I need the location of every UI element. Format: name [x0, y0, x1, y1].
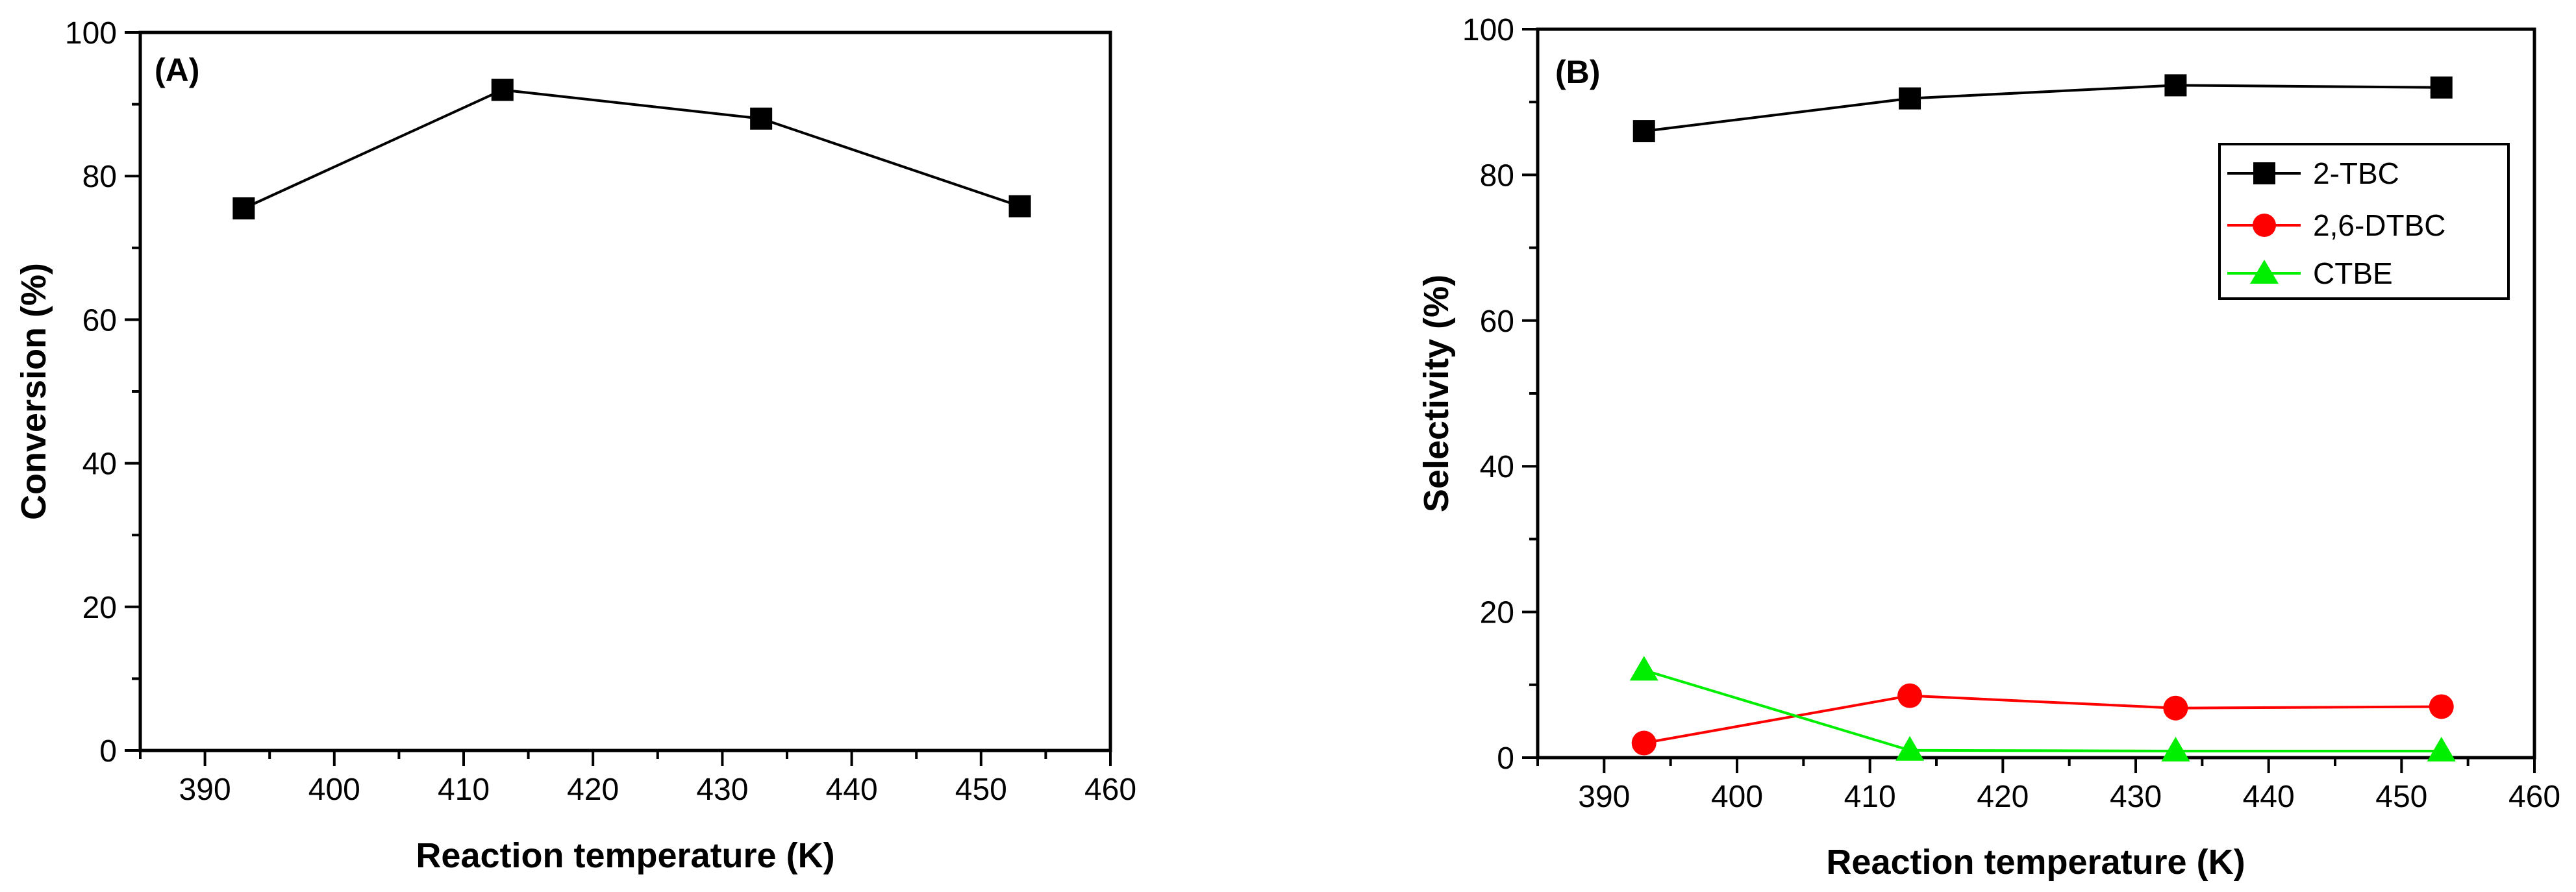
panel-b-y-axis-title: Selectivity (%): [1417, 275, 1456, 512]
data-point-2-tbc: [1899, 87, 1921, 110]
panel-b-x-tick-label: 430: [2110, 780, 2162, 814]
data-point-2-tbc: [1632, 120, 1655, 143]
panel-b-y-tick-label: 100: [1462, 13, 1514, 47]
panel-b-y-tick-label: 80: [1480, 158, 1514, 193]
legend-marker-ctbe: [2250, 260, 2279, 284]
data-point-2-6-dtbc: [2429, 694, 2454, 719]
data-point-ctbe: [2427, 736, 2456, 762]
panel-a-label: (A): [155, 52, 199, 88]
data-point-conversion: [491, 79, 514, 101]
legend-label-2-6-dtbc: 2,6-DTBC: [2313, 208, 2445, 242]
legend-marker-2-6-dtbc: [2253, 214, 2276, 237]
panel-b-x-tick-label: 400: [1711, 780, 1763, 814]
panel-b-x-axis-title: Reaction temperature (K): [1826, 843, 2245, 882]
panel-a-x-tick-label: 430: [696, 773, 748, 807]
data-point-conversion: [232, 197, 255, 219]
series-line-ctbe: [1644, 669, 2442, 752]
panel-a-x-tick-label: 460: [1084, 773, 1136, 807]
panel-a-x-tick-label: 450: [955, 773, 1007, 807]
data-point-2-6-dtbc: [1631, 730, 1657, 756]
data-point-2-tbc: [2430, 76, 2453, 99]
panel-b-x-tick-label: 420: [1977, 780, 2029, 814]
panel-a-plot-frame: [138, 31, 1112, 752]
panel-b-ticks: 390 400 410 420 430 440 450 460 0 20 40 60 80 100: [1462, 13, 2560, 814]
panel-b-x-tick-label: 460: [2508, 780, 2560, 814]
panel-a-lines: [243, 88, 1021, 210]
panel-a-x-tick-label: 420: [567, 773, 619, 807]
panel-a-x-axis-title: Reaction temperature (K): [416, 836, 834, 875]
panel-b: 390 400 410 420 430 440 450 460 0 20 40 60 80 100 (B)…: [1417, 13, 2560, 882]
data-point-conversion: [1008, 195, 1031, 217]
legend-marker-2-tbc: [2253, 162, 2275, 184]
panel-a-markers: [232, 79, 1031, 219]
panel-b-plot-frame: [1536, 27, 2536, 760]
panel-a-x-tick-label: 410: [438, 773, 490, 807]
series-line-2-tbc: [1644, 84, 2442, 133]
panel-a-y-tick-label: 20: [82, 591, 117, 625]
panel-b-x-tick-label: 440: [2243, 780, 2295, 814]
legend-label-ctbe: CTBE: [2313, 256, 2393, 290]
panel-a-y-tick-label: 80: [82, 160, 117, 194]
panel-a-y-tick-label: 40: [82, 447, 117, 482]
panel-b-label: (B): [1555, 54, 1600, 90]
panel-b-markers: [1629, 74, 2456, 762]
data-point-ctbe: [2161, 736, 2190, 762]
panel-b-legend: 2-TBC 2,6-DTBC CTBE: [2218, 143, 2510, 300]
panel-b-y-tick-label: 20: [1480, 596, 1514, 630]
data-point-2-tbc: [2164, 74, 2187, 97]
data-point-2-6-dtbc: [1897, 683, 1923, 708]
panel-b-x-tick-label: 410: [1844, 780, 1896, 814]
panel-a-y-tick-label: 60: [82, 303, 117, 338]
data-point-conversion: [750, 107, 773, 130]
panel-a-y-axis-title: Conversion (%): [14, 263, 53, 520]
panel-b-y-tick-label: 60: [1480, 304, 1514, 339]
legend-label-2-tbc: 2-TBC: [2313, 156, 2399, 190]
panel-a-ticks: 390 400 410 420 430 440 450 460 0 20 40 60 80 100: [65, 16, 1136, 807]
panel-a-x-tick-label: 390: [179, 773, 231, 807]
panel-b-lines: [1644, 84, 2442, 752]
panel-a-x-tick-label: 400: [308, 773, 360, 807]
panel-b-x-tick-label: 390: [1578, 780, 1630, 814]
panel-b-y-tick-label: 0: [1497, 741, 1514, 776]
panel-a-y-tick-label: 0: [99, 734, 117, 769]
panel-a-x-tick-label: 440: [826, 773, 878, 807]
data-point-2-6-dtbc: [2163, 695, 2188, 721]
panel-a-y-tick-label: 100: [65, 16, 117, 51]
data-point-ctbe: [1895, 736, 1925, 761]
panel-b-y-tick-label: 40: [1480, 450, 1514, 484]
series-line-2-6-dtbc: [1644, 694, 2442, 745]
data-point-ctbe: [1629, 656, 1658, 681]
panel-b-x-tick-label: 450: [2375, 780, 2427, 814]
panel-a: 390 400 410 420 430 440 450 460 0 20 40 60 80 100 (A)…: [14, 16, 1136, 875]
series-line-conversion: [243, 88, 1021, 210]
